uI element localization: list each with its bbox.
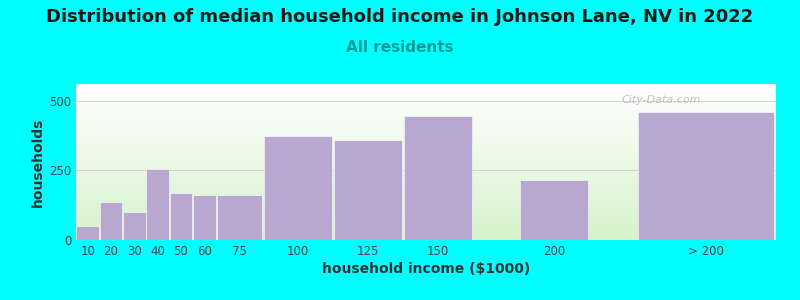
Bar [404,116,472,240]
Bar [146,169,169,240]
Text: All residents: All residents [346,40,454,56]
Bar [100,202,122,240]
Bar [264,136,332,240]
Bar [520,180,588,240]
Text: Distribution of median household income in Johnson Lane, NV in 2022: Distribution of median household income … [46,8,754,26]
Bar [193,195,216,240]
Text: City-Data.com: City-Data.com [622,95,702,105]
Bar [170,193,192,240]
Y-axis label: households: households [30,117,45,207]
Bar [76,226,99,240]
Bar [217,195,262,240]
X-axis label: household income ($1000): household income ($1000) [322,262,530,276]
Bar [638,112,774,240]
Bar [123,212,146,240]
Bar [334,140,402,240]
